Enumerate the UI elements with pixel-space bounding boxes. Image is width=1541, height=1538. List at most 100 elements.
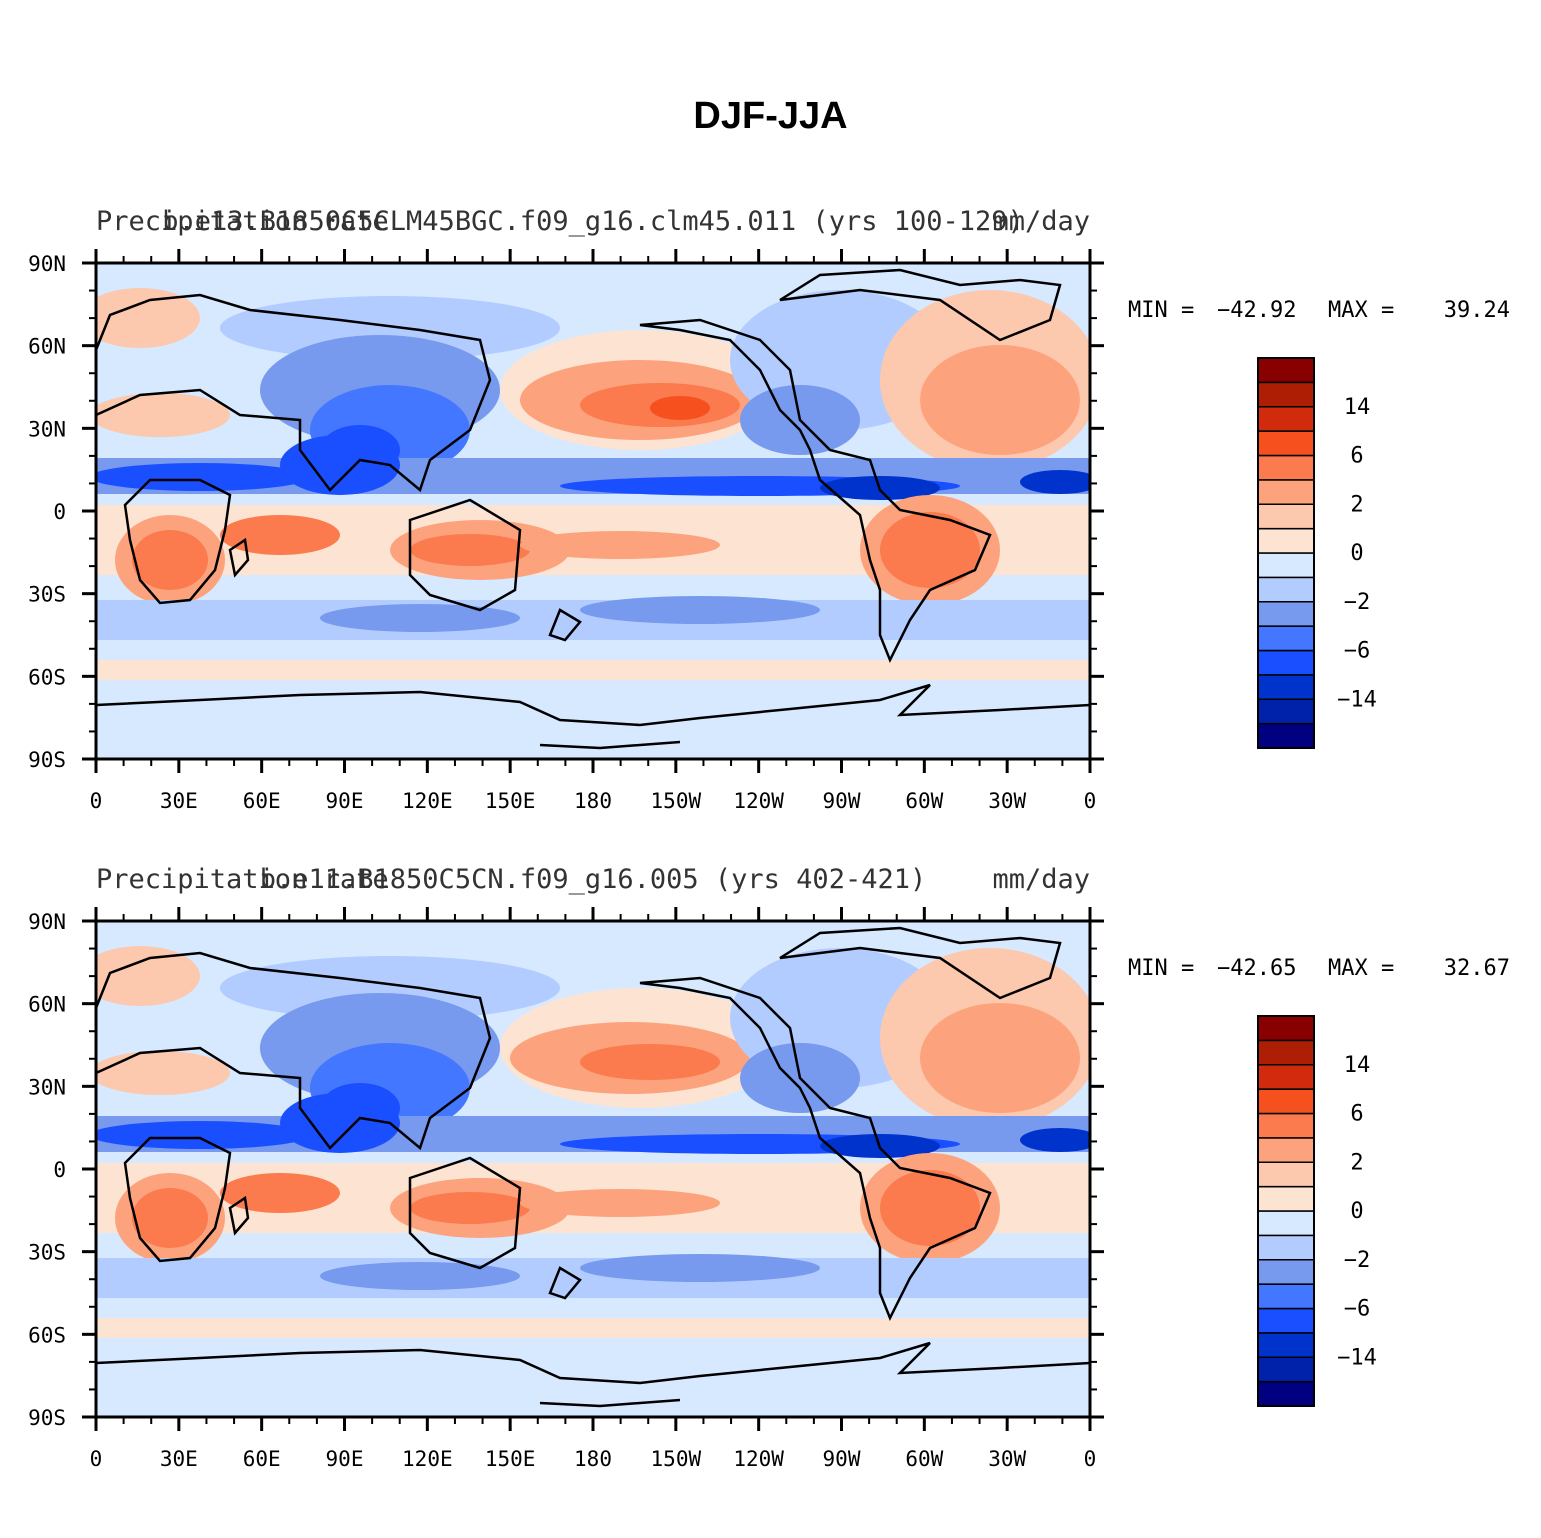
lon-label: 60W (905, 789, 943, 813)
lon-label: 120E (402, 1447, 453, 1471)
units-title: mm/day (992, 864, 1090, 895)
lon-label: 30E (160, 1447, 198, 1471)
legend-swatch (1257, 722, 1315, 749)
lat-label: 60N (28, 993, 66, 1017)
legend-swatch (1257, 1185, 1315, 1212)
legend-swatch (1257, 1039, 1315, 1066)
legend-label: 2 (1350, 492, 1363, 517)
legend-swatch (1257, 1088, 1315, 1115)
legend-swatch (1257, 1112, 1315, 1139)
precip-field (96, 263, 1090, 759)
legend-label: −14 (1337, 1345, 1377, 1370)
legend-label: 0 (1350, 1199, 1363, 1224)
legend-swatch (1257, 1356, 1315, 1383)
legend-swatch (1257, 552, 1315, 579)
legend-label: 14 (1344, 395, 1371, 420)
legend-swatch (1257, 698, 1315, 725)
lat-label: 60N (28, 335, 66, 359)
legend-swatch (1257, 503, 1315, 530)
lon-label: 120E (402, 789, 453, 813)
lon-label: 60E (243, 1447, 281, 1471)
legend-label: 2 (1350, 1150, 1363, 1175)
lon-label: 180 (574, 789, 612, 813)
legend-frame (1257, 357, 1315, 749)
lon-label: 150E (485, 789, 536, 813)
legend-label: −6 (1344, 1297, 1371, 1322)
legend-swatch (1257, 1161, 1315, 1188)
legend-swatch (1257, 430, 1315, 457)
legend-swatch (1257, 1332, 1315, 1358)
lon-label: 60E (243, 789, 281, 813)
legend-label: 0 (1350, 541, 1363, 566)
lon-label: 180 (574, 1447, 612, 1471)
lat-label: 90S (28, 748, 66, 772)
legend-label: 14 (1344, 1053, 1371, 1078)
legend-label: 6 (1350, 1102, 1363, 1127)
min-label: MIN = (1128, 956, 1194, 981)
units-title: mm/day (992, 206, 1090, 237)
legend-label: −2 (1344, 1248, 1371, 1273)
lon-label: 120W (733, 1447, 784, 1471)
lon-label: 90E (326, 1447, 364, 1471)
lon-label: 60W (905, 1447, 943, 1471)
legend-swatch (1257, 1259, 1315, 1285)
lat-label: 30N (28, 1075, 66, 1099)
lat-label: 90S (28, 1406, 66, 1430)
legend-label: −6 (1344, 639, 1371, 664)
color-legend: −14 −6 −2 0 2 6 14 (1257, 1015, 1377, 1407)
figure-title: DJF-JJA (693, 95, 848, 137)
lon-label: 30W (988, 789, 1026, 813)
legend-label: −2 (1344, 590, 1371, 615)
legend-swatch (1257, 454, 1315, 481)
lat-label: 30S (28, 1241, 66, 1265)
min-label: MIN = (1128, 298, 1194, 323)
lat-label: 60S (28, 1323, 66, 1347)
lon-label: 30W (988, 1447, 1026, 1471)
lat-label: 0 (53, 1158, 66, 1182)
map-panel-1: b.e13.B1850C5CLM45BGC.f09_g16.clm45.011 … (28, 206, 1510, 813)
legend-swatch (1257, 576, 1315, 603)
lon-label: 30E (160, 789, 198, 813)
legend-swatch (1257, 625, 1315, 652)
lon-label: 0 (90, 1447, 103, 1471)
lon-label: 90E (326, 789, 364, 813)
variable-title: Precipitation rate (96, 206, 389, 237)
lat-label: 90N (28, 252, 66, 276)
map-axes: 90N 60N 30N 0 30S 60S 90S 0 30E 60E 90E 120E 150E 180… (28, 249, 1104, 813)
legend-swatch (1257, 1015, 1315, 1042)
legend-swatch (1257, 1234, 1315, 1261)
lat-label: 60S (28, 665, 66, 689)
legend-frame (1257, 1015, 1315, 1407)
lat-label: 90N (28, 910, 66, 934)
legend-swatch (1257, 649, 1315, 676)
lon-label: 150E (485, 1447, 536, 1471)
case-title: b.e13.B1850C5CLM45BGC.f09_g16.clm45.011 … (162, 206, 1024, 237)
lon-label: 0 (90, 789, 103, 813)
max-value: 39.24 (1444, 298, 1510, 323)
legend-swatch (1257, 381, 1315, 408)
map-panel-2: b.e11.B1850C5CN.f09_g16.005 (yrs 402-421… (28, 864, 1510, 1471)
lon-label: 0 (1084, 789, 1097, 813)
legend-label: 6 (1350, 444, 1363, 469)
precip-field (96, 921, 1090, 1417)
legend-swatch (1257, 406, 1315, 432)
lon-label: 120W (733, 789, 784, 813)
lon-label: 150W (651, 1447, 702, 1471)
legend-swatch (1257, 674, 1315, 700)
legend-swatch (1257, 1137, 1315, 1163)
max-label: MAX = (1328, 956, 1394, 981)
lon-label: 150W (651, 789, 702, 813)
map-axes: 90N 60N 30N 0 30S 60S 90S 0 30E 60E 90E 120E 150E 180… (28, 907, 1104, 1471)
lon-label: 0 (1084, 1447, 1097, 1471)
min-value: −42.65 (1217, 956, 1296, 981)
min-value: −42.92 (1217, 298, 1296, 323)
legend-swatch (1257, 479, 1315, 505)
variable-title: Precipitation rate (96, 864, 389, 895)
max-label: MAX = (1328, 298, 1394, 323)
legend-swatch (1257, 1307, 1315, 1334)
lat-label: 30S (28, 583, 66, 607)
case-title: b.e11.B1850C5CN.f09_g16.005 (yrs 402-421… (260, 864, 926, 895)
lat-label: 0 (53, 500, 66, 524)
legend-swatch (1257, 1210, 1315, 1237)
max-value: 32.67 (1444, 956, 1510, 981)
